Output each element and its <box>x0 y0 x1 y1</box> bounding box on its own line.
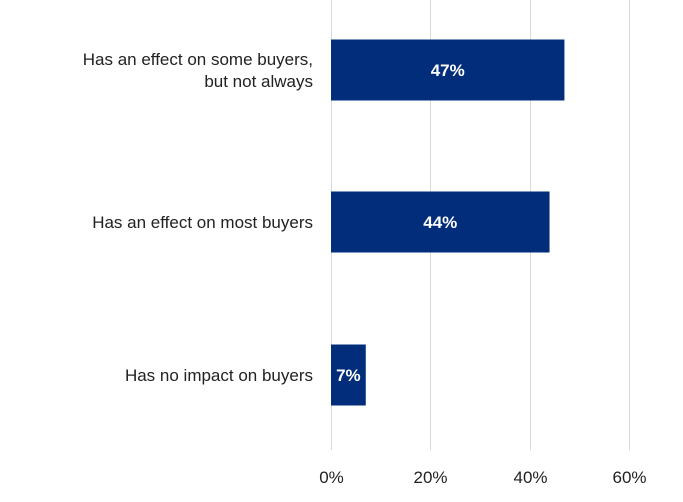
category-label-line: Has an effect on some buyers, <box>83 50 313 69</box>
x-tick-label: 0% <box>319 468 344 487</box>
x-tick-label: 60% <box>612 468 646 487</box>
category-label-line: Has an effect on most buyers <box>92 213 313 232</box>
bar <box>331 344 366 406</box>
bar <box>331 39 565 101</box>
x-axis-ticks: 0% 20% 40% 60% <box>319 468 646 487</box>
bar-value-label: 44% <box>423 213 457 232</box>
bar <box>331 191 550 253</box>
category-label: Has an effect on some buyers, but not alw… <box>83 50 313 91</box>
category-label: Has no impact on buyers <box>125 366 313 385</box>
bar-value-label: 47% <box>431 61 465 80</box>
bar-layer: 47% 44% 7% <box>331 39 565 406</box>
bar-value-label: 7% <box>336 366 361 385</box>
x-tick-label: 20% <box>413 468 447 487</box>
category-label-line: but not always <box>204 72 313 91</box>
category-labels: Has an effect on some buyers, but not alw… <box>83 50 313 385</box>
x-tick-label: 40% <box>513 468 547 487</box>
category-label-line: Has no impact on buyers <box>125 366 313 385</box>
category-label: Has an effect on most buyers <box>92 213 313 232</box>
